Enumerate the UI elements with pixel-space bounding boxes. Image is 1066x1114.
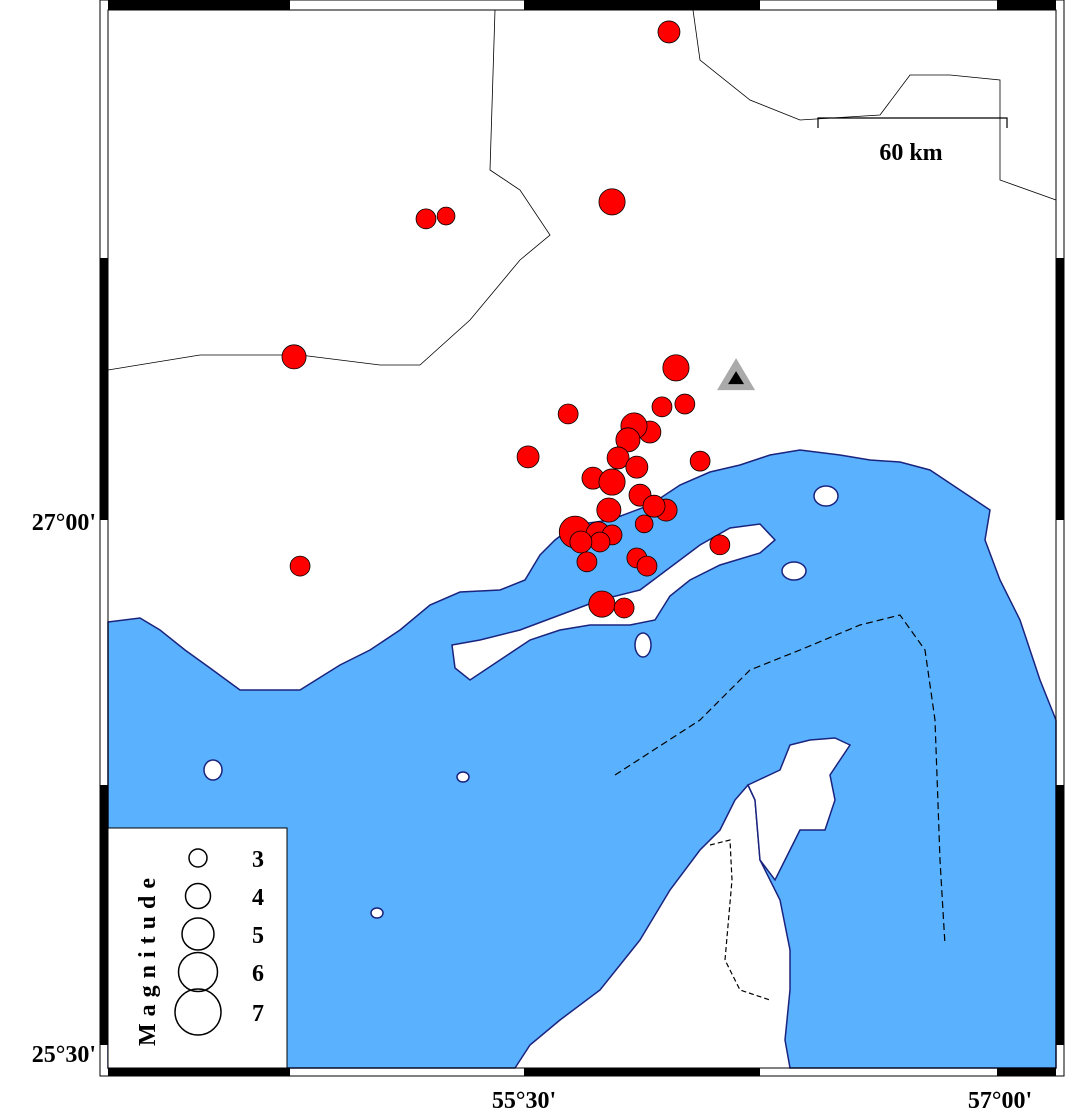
earthquake-event <box>642 494 666 518</box>
border-line <box>692 9 1057 201</box>
legend-symbol <box>188 848 208 868</box>
earthquake-event <box>516 445 540 469</box>
lon-label-55-30: 55°30' <box>492 1088 556 1114</box>
earthquake-event <box>606 446 630 470</box>
border-dashed <box>709 839 771 1001</box>
hormuz-island <box>813 485 839 507</box>
legend: Magnitude 3 4 5 6 7 <box>107 827 288 1069</box>
island <box>370 907 384 919</box>
earthquake-event <box>662 354 690 382</box>
earthquake-event <box>613 597 635 619</box>
station-layer <box>717 358 756 391</box>
earthquake-event <box>589 531 611 553</box>
earthquake-event <box>415 208 437 230</box>
hengam-island <box>634 632 652 658</box>
larak-island <box>781 561 807 581</box>
legend-symbol <box>184 882 212 910</box>
earthquake-event <box>557 403 579 425</box>
scale-bar <box>817 117 1008 128</box>
earthquake-event <box>436 206 456 226</box>
earthquake-event <box>689 450 711 472</box>
earthquake-event <box>576 551 598 573</box>
map-frame <box>99 0 1065 1077</box>
earthquake-event <box>569 530 593 554</box>
earthquake-event <box>709 534 731 556</box>
legend-symbol <box>174 988 222 1036</box>
legend-label: 5 <box>252 923 264 949</box>
island <box>203 759 223 781</box>
earthquake-event <box>636 555 658 577</box>
peninsula-land <box>747 737 852 882</box>
lat-label-25-30: 25°30' <box>32 1042 96 1068</box>
legend-label: 4 <box>252 885 264 911</box>
border-line <box>107 9 551 371</box>
lat-label-27: 27°00' <box>32 510 96 536</box>
earthquake-event <box>598 188 626 216</box>
earthquake-event <box>651 396 673 418</box>
station-triangle-icon <box>728 371 745 385</box>
maritime-boundary <box>614 614 946 946</box>
legend-symbol <box>177 951 219 993</box>
lon-label-57: 57°00' <box>968 1088 1032 1114</box>
legend-label: 7 <box>252 1001 264 1027</box>
earthquake-event <box>657 20 681 44</box>
events-layer <box>281 20 731 619</box>
earthquake-event <box>289 555 311 577</box>
earthquake-event <box>625 455 649 479</box>
earthquake-event <box>674 393 696 415</box>
island <box>456 771 470 783</box>
scale-bar-label: 60 km <box>879 140 942 166</box>
legend-label: 6 <box>252 961 264 987</box>
legend-symbol <box>181 917 215 951</box>
earthquake-event <box>596 497 622 523</box>
earthquake-event <box>281 344 307 370</box>
earthquake-event <box>588 590 616 618</box>
legend-label: 3 <box>252 847 264 873</box>
legend-title: Magnitude <box>135 871 161 1046</box>
earthquake-event <box>598 468 626 496</box>
earthquake-event <box>615 427 641 453</box>
earthquake-event <box>634 514 654 534</box>
sea-area <box>107 449 1057 1069</box>
